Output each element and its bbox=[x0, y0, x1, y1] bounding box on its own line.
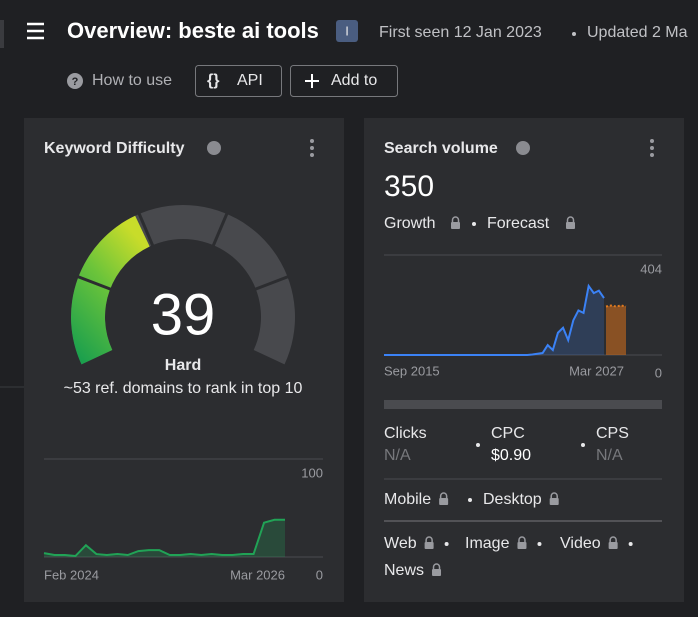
lock-icon bbox=[549, 498, 559, 505]
help-glyph: ? bbox=[72, 76, 79, 88]
dot bbox=[628, 542, 633, 546]
sv-menu[interactable] bbox=[650, 139, 654, 157]
trend-area bbox=[44, 519, 285, 557]
kd-menu[interactable] bbox=[310, 139, 314, 157]
trend-line bbox=[43, 518, 285, 558]
y-tick-label: 100 bbox=[301, 465, 323, 480]
api-button[interactable] bbox=[195, 65, 282, 97]
badge-text: I bbox=[345, 23, 349, 38]
lock-icon bbox=[517, 542, 527, 549]
x-start: Sep 2015 bbox=[384, 363, 440, 378]
x-start: Feb 2024 bbox=[44, 567, 99, 582]
help-icon[interactable] bbox=[207, 141, 221, 155]
first-seen: First seen 12 Jan 2023 bbox=[379, 24, 542, 41]
help-icon[interactable] bbox=[67, 73, 83, 89]
metric-value: N/A bbox=[596, 447, 623, 464]
lock-icon bbox=[518, 536, 526, 542]
api-icon: {} bbox=[207, 72, 219, 89]
device: Mobile bbox=[384, 491, 431, 508]
metric-label: CPC bbox=[491, 425, 525, 442]
add-button[interactable] bbox=[290, 65, 398, 97]
menu-icon[interactable] bbox=[27, 22, 44, 40]
x-end: Mar 2027 bbox=[569, 363, 624, 378]
plus-icon bbox=[305, 74, 319, 88]
lock-icon bbox=[566, 222, 575, 229]
y-tick-label: 0 bbox=[655, 365, 662, 380]
add-label: Add to bbox=[331, 72, 377, 89]
lock-icon bbox=[451, 216, 460, 222]
forecast: Forecast bbox=[487, 215, 550, 232]
metric-label: CPS bbox=[596, 425, 629, 442]
kd-note: ~53 ref. domains to rank in top 10 bbox=[64, 380, 303, 397]
serp-feature: Web bbox=[384, 535, 417, 552]
dot bbox=[444, 542, 449, 546]
lock-icon bbox=[608, 542, 618, 549]
forecast-area bbox=[606, 305, 626, 355]
sv-value: 350 bbox=[384, 170, 434, 203]
page-title: Overview: beste ai tools bbox=[67, 18, 319, 43]
dot bbox=[572, 32, 576, 36]
growth: Growth bbox=[384, 215, 436, 232]
metric-label: Clicks bbox=[384, 425, 427, 442]
lock-icon bbox=[609, 536, 617, 542]
sv-title: Search volume bbox=[384, 140, 498, 157]
dot bbox=[537, 542, 542, 546]
dot bbox=[581, 443, 585, 447]
gauge-fill bbox=[71, 215, 150, 365]
lock-icon bbox=[432, 569, 442, 576]
lock-icon bbox=[425, 536, 433, 542]
lock-icon bbox=[439, 492, 448, 498]
lock-icon bbox=[432, 563, 441, 569]
forecast-line bbox=[605, 304, 627, 308]
kd-value: 39 bbox=[151, 282, 216, 347]
serp-feature: Image bbox=[465, 535, 510, 552]
side-tab bbox=[0, 20, 4, 48]
lock-icon bbox=[451, 222, 460, 229]
kd-card bbox=[24, 118, 344, 602]
y-tick-label: 0 bbox=[316, 567, 323, 582]
dot bbox=[472, 222, 476, 226]
kd-title: Keyword Difficulty bbox=[44, 140, 185, 157]
dot bbox=[468, 498, 472, 502]
api-label: API bbox=[237, 72, 263, 89]
gauge-separator bbox=[76, 275, 112, 291]
trend-area bbox=[384, 285, 604, 355]
device: Desktop bbox=[483, 491, 542, 508]
intent-badge[interactable] bbox=[336, 20, 358, 42]
dot bbox=[476, 443, 480, 447]
volume-bar bbox=[384, 400, 662, 409]
kd-label: Hard bbox=[165, 357, 201, 374]
lock-icon bbox=[424, 542, 434, 549]
help-icon[interactable] bbox=[516, 141, 530, 155]
metric-value: N/A bbox=[384, 447, 411, 464]
lock-icon bbox=[439, 498, 449, 505]
updated: Updated 2 Ma bbox=[587, 24, 688, 41]
serp-feature: Video bbox=[560, 535, 601, 552]
gauge-separator bbox=[254, 275, 290, 291]
trend-line bbox=[384, 283, 605, 356]
how-to-use[interactable]: How to use bbox=[92, 72, 172, 89]
serp-feature: News bbox=[384, 562, 424, 579]
lock-icon bbox=[550, 492, 558, 498]
y-tick-label: 404 bbox=[640, 261, 662, 276]
x-end: Mar 2026 bbox=[230, 567, 285, 582]
gauge-separator bbox=[137, 212, 155, 247]
lock-icon bbox=[566, 216, 575, 222]
gauge-separator bbox=[211, 212, 229, 247]
metric-value: $0.90 bbox=[491, 447, 531, 464]
